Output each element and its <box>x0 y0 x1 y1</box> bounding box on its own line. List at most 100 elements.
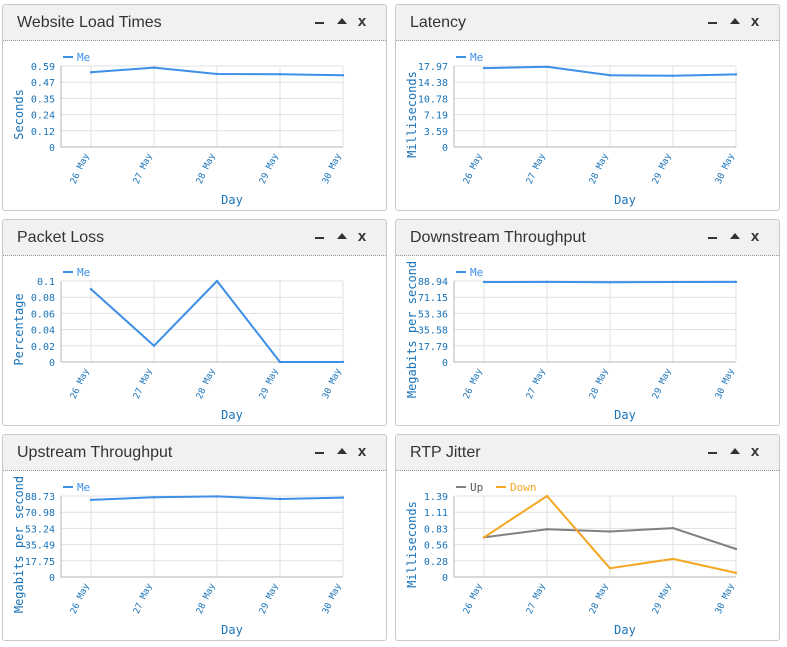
collapse-up-icon[interactable] <box>334 228 350 246</box>
data-point <box>671 74 675 77</box>
y-tick-label: 0.47 <box>31 78 55 89</box>
minimize-icon[interactable] <box>312 228 328 246</box>
y-tick-label: 14.38 <box>418 78 448 89</box>
x-tick-label: 26 May <box>462 582 485 616</box>
x-tick-label: 26 May <box>69 582 92 616</box>
data-point <box>608 530 612 533</box>
y-tick-label: 0.24 <box>31 111 55 122</box>
collapse-up-icon[interactable] <box>727 443 743 461</box>
data-point <box>152 66 156 69</box>
x-tick-label: 29 May <box>651 582 674 616</box>
minimize-icon[interactable] <box>705 13 721 31</box>
panel-packet-loss: Packet Loss 0 0.02 0.04 0.06 0.08 0.1 26 May 27… <box>2 219 387 426</box>
data-point <box>545 528 549 531</box>
collapse-up-icon[interactable] <box>727 13 743 31</box>
minimize-icon[interactable] <box>312 443 328 461</box>
panel-website-load-times: Website Load Times 0 0.12 0.24 0.35 0.47 0.59… <box>2 4 387 211</box>
panel-header: Website Load Times <box>3 5 386 41</box>
panel-rtp-jitter: RTP Jitter 0 0.28 0.56 0.83 1.11 1.39 26 May 27… <box>395 434 780 641</box>
x-tick-label: 29 May <box>258 367 281 401</box>
panel-title: RTP Jitter <box>410 444 481 461</box>
y-tick-label: 3.59 <box>424 127 448 138</box>
collapse-up-icon[interactable] <box>334 443 350 461</box>
y-tick-label: 0.1 <box>37 277 55 288</box>
chart-website-load-times: 0 0.12 0.24 0.35 0.47 0.59 26 May 27 May 28 May 2… <box>12 51 345 207</box>
y-tick-label: 0.28 <box>424 557 448 568</box>
panel-title: Packet Loss <box>17 229 105 246</box>
data-point <box>671 280 675 284</box>
data-point <box>341 496 345 499</box>
y-tick-label: 0.59 <box>31 62 55 73</box>
data-point <box>608 281 612 284</box>
close-icon[interactable] <box>747 443 763 461</box>
data-point <box>671 526 675 530</box>
y-tick-label: 0.35 <box>31 94 55 105</box>
data-point <box>152 496 156 499</box>
y-tick-label: 0.02 <box>31 342 55 353</box>
data-point <box>608 567 612 570</box>
collapse-up-icon[interactable] <box>334 13 350 31</box>
minimize-icon[interactable] <box>705 443 721 461</box>
close-icon[interactable] <box>747 13 763 31</box>
x-tick-label: 27 May <box>132 367 155 401</box>
close-icon[interactable] <box>747 228 763 246</box>
y-tick-label: 0.04 <box>31 326 55 337</box>
minimize-icon[interactable] <box>705 228 721 246</box>
chart-downstream-throughput: 0 17.79 35.58 53.36 71.15 88.94 26 May 27 May 28… <box>405 261 738 422</box>
x-tick-label: 29 May <box>651 152 674 186</box>
x-axis-label: Day <box>221 193 243 207</box>
y-tick-label: 35.49 <box>25 541 55 552</box>
x-tick-label: 28 May <box>195 152 218 186</box>
x-tick-label: 28 May <box>195 582 218 616</box>
y-tick-label: 7.19 <box>424 111 448 122</box>
x-tick-label: 30 May <box>321 152 344 186</box>
panel-title: Downstream Throughput <box>410 229 586 246</box>
y-tick-label: 70.98 <box>25 508 55 519</box>
x-tick-label: 27 May <box>525 367 548 401</box>
x-tick-label: 29 May <box>651 367 674 401</box>
close-icon[interactable] <box>354 13 370 31</box>
x-tick-label: 29 May <box>258 152 281 186</box>
x-tick-label: 28 May <box>195 367 218 401</box>
x-tick-label: 30 May <box>714 367 737 401</box>
data-point <box>278 360 282 364</box>
y-tick-label: 53.24 <box>25 524 55 535</box>
x-tick-label: 30 May <box>714 582 737 616</box>
close-icon[interactable] <box>354 228 370 246</box>
data-point <box>278 497 282 501</box>
panel-title: Website Load Times <box>17 14 162 31</box>
y-axis-label: Milliseconds <box>405 71 419 158</box>
legend-label: Me <box>470 51 483 64</box>
data-point <box>545 65 549 68</box>
data-point <box>215 72 219 76</box>
panel-title: Upstream Throughput <box>17 444 173 461</box>
y-axis-label: Milliseconds <box>405 501 419 588</box>
y-tick-label: 35.58 <box>418 326 448 337</box>
y-tick-label: 0 <box>49 358 55 369</box>
chart-packet-loss: 0 0.02 0.04 0.06 0.08 0.1 26 May 27 May 28 May 29… <box>12 266 345 422</box>
y-axis-label: Megabits per second <box>405 261 419 398</box>
x-axis-label: Day <box>614 623 636 637</box>
data-point <box>482 66 486 70</box>
y-tick-label: 0.83 <box>424 524 448 535</box>
x-tick-label: 26 May <box>462 367 485 401</box>
x-tick-label: 28 May <box>588 582 611 616</box>
x-tick-label: 26 May <box>462 152 485 186</box>
y-tick-label: 71.15 <box>418 293 448 304</box>
data-point <box>482 280 486 284</box>
y-tick-label: 0.12 <box>31 127 55 138</box>
y-tick-label: 0 <box>49 573 55 584</box>
x-axis-label: Day <box>614 408 636 422</box>
panel-header: Downstream Throughput <box>396 220 779 256</box>
x-axis-label: Day <box>614 193 636 207</box>
data-point <box>215 495 219 498</box>
panel-header: Upstream Throughput <box>3 435 386 471</box>
y-tick-label: 0.08 <box>31 293 55 304</box>
close-icon[interactable] <box>354 443 370 461</box>
collapse-up-icon[interactable] <box>727 228 743 246</box>
minimize-icon[interactable] <box>312 13 328 31</box>
panel-header: Packet Loss <box>3 220 386 256</box>
panel-downstream-throughput: Downstream Throughput 0 17.79 35.58 53.36 71… <box>395 219 780 426</box>
x-tick-label: 30 May <box>321 367 344 401</box>
y-tick-label: 0 <box>49 143 55 154</box>
